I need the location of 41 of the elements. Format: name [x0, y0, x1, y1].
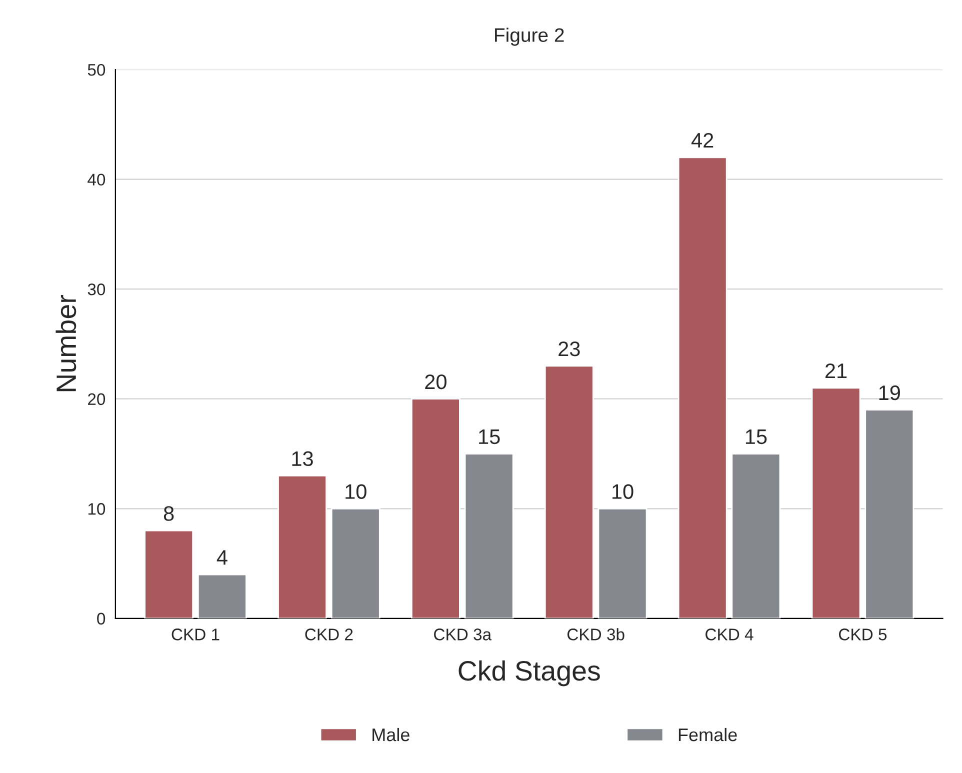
bar [544, 365, 594, 618]
data-label: 42 [691, 132, 714, 148]
data-label: 20 [425, 374, 446, 390]
x-tick-label: CKD 2 [305, 628, 353, 640]
data-label: 10 [612, 484, 634, 499]
bar [731, 453, 781, 618]
bar [278, 475, 327, 618]
y-tick-label: 0 [97, 612, 106, 625]
bar [464, 453, 514, 618]
y-axis-title: Number [56, 295, 76, 392]
chart-title: Figure 2 [495, 28, 564, 46]
bar [678, 156, 728, 618]
y-tick-label: 30 [88, 284, 106, 296]
data-label: 10 [346, 484, 366, 499]
x-axis-title: Ckd Stages [458, 660, 600, 686]
y-tick-label: 40 [88, 174, 106, 186]
legend-label: Female [678, 728, 737, 742]
data-label: 4 [216, 550, 228, 565]
y-tick-label: 50 [88, 64, 106, 76]
x-tick-label: CKD 3a [434, 628, 492, 640]
bar [811, 387, 861, 618]
bar [197, 574, 247, 618]
x-tick-label: CKD 1 [172, 628, 220, 640]
y-tick-label: 10 [88, 503, 106, 515]
data-label: 15 [479, 430, 500, 444]
data-label: 19 [879, 385, 900, 400]
y-tick-label: 20 [88, 393, 106, 406]
bar [410, 398, 460, 618]
bar [144, 530, 194, 618]
data-label: 15 [746, 430, 767, 444]
data-label: 8 [164, 506, 174, 521]
data-label: 13 [292, 451, 313, 466]
x-tick-label: CKD 5 [839, 628, 887, 640]
legend-label: Male [372, 728, 410, 742]
bar [598, 508, 648, 618]
data-label: 23 [558, 342, 580, 356]
bar [864, 409, 914, 618]
x-tick-label: CKD 4 [706, 628, 754, 640]
data-label: 21 [825, 363, 847, 378]
x-tick-label: CKD 3b [567, 628, 624, 640]
bar [330, 508, 380, 618]
